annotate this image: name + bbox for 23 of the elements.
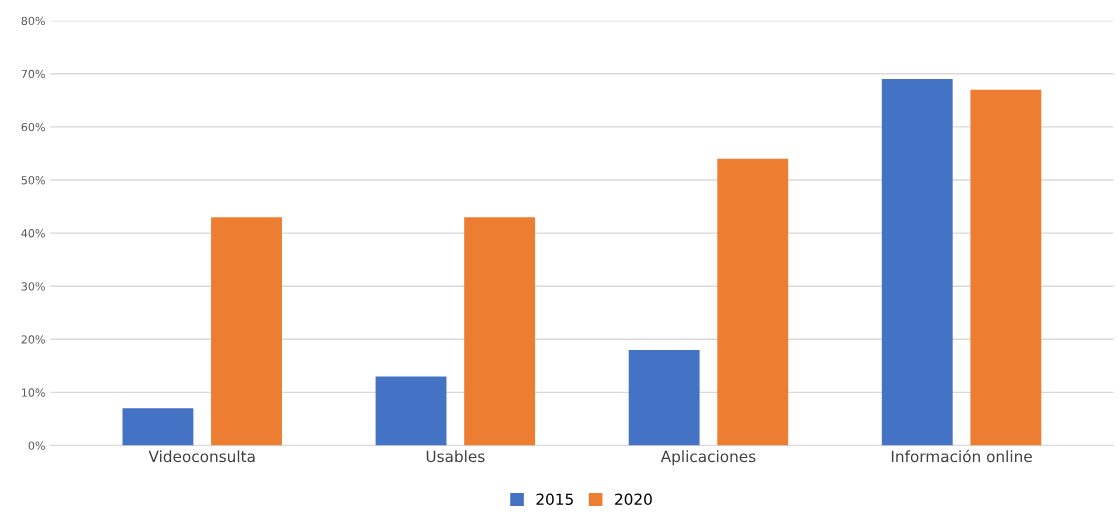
- x-tick-label: Aplicaciones: [660, 450, 756, 466]
- bar: [881, 79, 953, 446]
- bar: [628, 349, 700, 446]
- y-tick-label: 60%: [21, 122, 45, 132]
- bar: [464, 217, 536, 446]
- x-tick-label: Información online: [891, 449, 1032, 463]
- y-tick-label: 20%: [21, 335, 45, 344]
- y-tick-label: 80%: [21, 16, 45, 26]
- bar: [375, 376, 447, 446]
- y-tick-label: 0%: [28, 441, 45, 450]
- y-tick-label: 50%: [21, 175, 45, 185]
- y-tick-label: 40%: [21, 229, 45, 238]
- bar: [122, 408, 194, 446]
- bar: [717, 158, 789, 446]
- y-tick-label: 30%: [21, 282, 45, 291]
- x-tick-label: Videoconsulta: [148, 450, 255, 463]
- x-tick-label: Usables: [426, 450, 485, 463]
- legend-label: 2020: [615, 493, 652, 506]
- y-tick-label: 10%: [22, 388, 45, 397]
- bar: [211, 217, 282, 446]
- bar: [970, 89, 1042, 446]
- y-tick-label: 70%: [21, 69, 45, 79]
- legend-label: 2015: [536, 493, 573, 506]
